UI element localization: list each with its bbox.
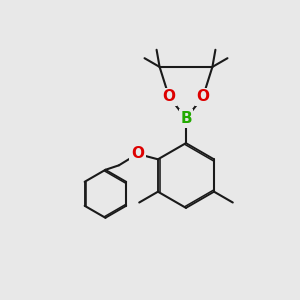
Text: O: O (131, 146, 144, 161)
Text: B: B (180, 111, 192, 126)
Text: O: O (196, 89, 209, 104)
Text: O: O (163, 89, 176, 104)
